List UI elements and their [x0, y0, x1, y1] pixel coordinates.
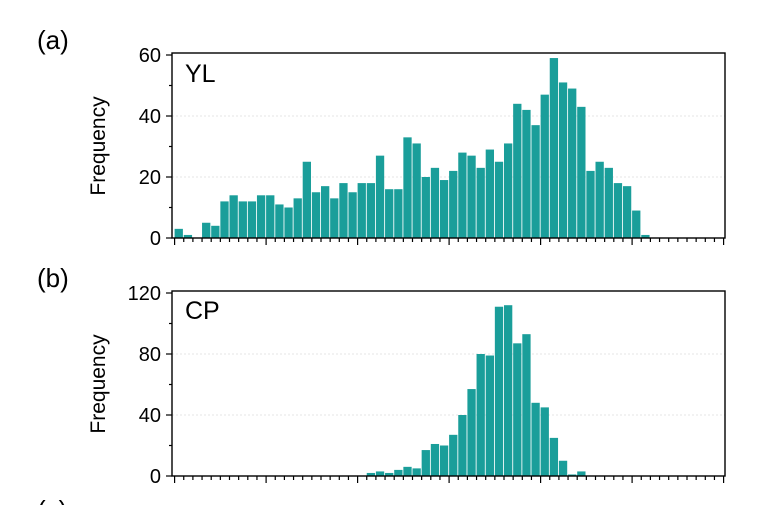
histogram-bar [293, 198, 302, 238]
histogram-bar [439, 445, 449, 476]
panel-letter-c: (c) [37, 495, 67, 505]
histogram-bar [568, 88, 577, 238]
y-tick-label: 120 [128, 283, 161, 305]
histogram-bar [348, 192, 357, 238]
histogram-bar [586, 170, 595, 238]
histogram-bar [577, 471, 586, 476]
histogram-bar [513, 343, 522, 476]
bars-panel-a [174, 58, 650, 239]
plot-frame-b [171, 290, 726, 477]
histogram-bar [558, 460, 568, 476]
histogram-bar [449, 434, 458, 476]
histogram-bar [357, 183, 366, 238]
histogram-bar [311, 192, 321, 238]
y-tick-label: 40 [139, 405, 161, 427]
histogram-bar [421, 177, 430, 238]
histogram-bar [284, 207, 293, 238]
histogram-bar [476, 167, 485, 238]
histogram-bar [494, 306, 504, 476]
histogram-bar [439, 180, 449, 238]
y-tick-label: 0 [150, 466, 161, 488]
histogram-bar [504, 305, 513, 476]
histogram-bar [229, 195, 238, 238]
histogram-bar [467, 389, 476, 476]
histogram-bar [366, 472, 376, 476]
histogram-bar [339, 183, 348, 238]
histogram-bar [504, 143, 513, 238]
histogram-bar [458, 415, 467, 476]
histogram-bar [549, 58, 559, 238]
histogram-bar [375, 155, 385, 238]
x-ticks-panel-a [174, 238, 725, 245]
histogram-bar [183, 234, 193, 238]
histogram-bar [577, 106, 586, 238]
histogram-bar [412, 468, 421, 477]
histogram-bar [247, 201, 257, 238]
histogram-bar [385, 472, 394, 476]
histogram-bar [613, 183, 623, 238]
histogram-bar [394, 469, 403, 476]
histogram-bar [266, 195, 275, 238]
histogram-bar [595, 161, 604, 238]
histogram-bar [321, 186, 330, 238]
histogram-bar [531, 125, 540, 238]
histogram-bar [403, 137, 412, 238]
histogram-bar [202, 222, 211, 238]
histogram-bar [522, 334, 531, 476]
histogram-bar [485, 149, 494, 238]
histogram-bar [622, 186, 632, 238]
histogram-bar [430, 167, 440, 238]
histogram-bar [549, 437, 559, 477]
histogram-bar [256, 195, 266, 238]
histogram-bar [275, 204, 284, 238]
histogram-bar [430, 443, 440, 476]
panel-letter-b: (b) [37, 263, 69, 293]
y-tick-label: 0 [150, 228, 161, 250]
histogram-bar [238, 201, 247, 238]
y-axis-title-a: Frequency [87, 96, 110, 196]
histogram-bar [485, 355, 494, 476]
panel-name-cp: CP [185, 297, 220, 325]
histogram-bar [220, 201, 229, 238]
y-tick-label: 80 [139, 344, 161, 366]
histogram-bar [394, 189, 403, 238]
histogram-bar [174, 228, 183, 238]
histogram-bar [632, 210, 641, 238]
histogram-bar [366, 183, 376, 238]
histogram-bar [421, 450, 430, 476]
panel-name-yl: YL [185, 60, 216, 88]
histogram-bar [513, 103, 522, 238]
x-ticks-panel-b [174, 476, 725, 483]
histogram-bar [458, 152, 467, 238]
histogram-bar [211, 225, 220, 238]
y-axis-title-b: Frequency [87, 334, 110, 434]
y-tick-label: 40 [139, 106, 161, 128]
histogram-bar [375, 471, 385, 476]
histogram-bar [540, 94, 549, 239]
histogram-bar [449, 170, 458, 238]
histogram-bar [558, 82, 568, 238]
histogram-bar [641, 234, 650, 238]
histogram-bar [467, 155, 476, 238]
histogram-bar [604, 167, 613, 238]
histogram-bar [522, 109, 531, 239]
histogram-bar [412, 143, 421, 238]
histogram-bar [531, 402, 540, 476]
panel-b: (b) 0 40 80 120 Frequency CP [37, 263, 726, 488]
histogram-bar [330, 198, 339, 238]
histogram-bar [302, 161, 311, 238]
histogram-bar [494, 161, 504, 238]
histogram-bar [476, 354, 485, 476]
histogram-bar [403, 466, 412, 476]
y-tick-label: 60 [139, 45, 161, 67]
panel-a: (a) 0 20 40 60 Frequency YL [37, 25, 726, 250]
panel-letter-a: (a) [37, 25, 69, 55]
histogram-bar [568, 474, 577, 476]
y-tick-label: 20 [139, 167, 161, 189]
histogram-bar [540, 407, 549, 477]
histogram-bar [385, 189, 394, 238]
bars-panel-b [366, 305, 586, 477]
